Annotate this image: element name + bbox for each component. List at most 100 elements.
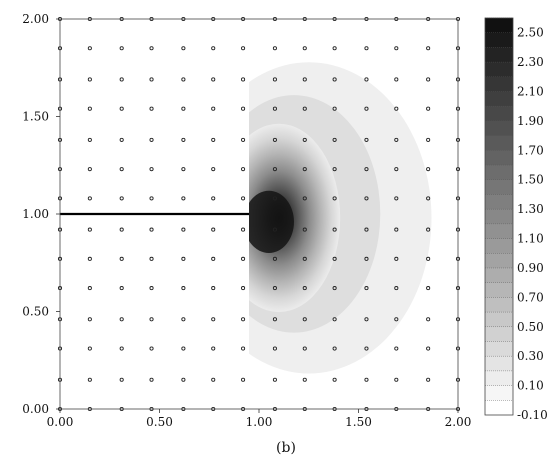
- grid-marker: [426, 106, 431, 111]
- grid-marker: [302, 137, 307, 142]
- colorbar-label: 1.10: [517, 232, 544, 246]
- grid-marker: [87, 346, 92, 351]
- grid-marker: [332, 137, 337, 142]
- colorbar-label: 0.10: [517, 379, 544, 393]
- grid-marker: [272, 227, 277, 232]
- grid-marker: [302, 317, 307, 322]
- colorbar-band: [485, 253, 513, 269]
- colorbar-band: [485, 297, 513, 313]
- grid-marker: [87, 256, 92, 261]
- colorbar-band: [485, 120, 513, 137]
- grid-marker: [181, 286, 186, 291]
- grid-marker: [364, 137, 369, 142]
- grid-marker: [87, 377, 92, 382]
- y-tick-label: 1.50: [22, 110, 49, 124]
- colorbar-label: 1.50: [517, 173, 544, 187]
- grid-marker: [394, 346, 399, 351]
- grid-marker: [211, 77, 216, 82]
- grid-marker: [364, 377, 369, 382]
- figure-caption: (b): [276, 440, 296, 456]
- grid-marker: [364, 256, 369, 261]
- grid-marker: [302, 286, 307, 291]
- grid-marker: [394, 317, 399, 322]
- grid-marker: [241, 227, 246, 232]
- grid-marker: [149, 317, 154, 322]
- grid-marker: [149, 196, 154, 201]
- grid-marker: [302, 346, 307, 351]
- grid-marker: [241, 137, 246, 142]
- grid-marker: [211, 137, 216, 142]
- grid-marker: [394, 77, 399, 82]
- grid-marker: [87, 286, 92, 291]
- grid-marker: [426, 227, 431, 232]
- grid-marker: [272, 377, 277, 382]
- grid-marker: [119, 137, 124, 142]
- grid-marker: [426, 286, 431, 291]
- colorbar-band: [485, 179, 513, 195]
- grid-marker: [302, 196, 307, 201]
- grid-marker: [119, 227, 124, 232]
- colorbar-label: -0.10: [517, 408, 548, 422]
- grid-marker: [426, 77, 431, 82]
- colorbar: 2.50 2.30 2.10 1.90 1.70 1.50 1.30 1.10 0.90 0.70…: [484, 17, 548, 422]
- grid-marker: [211, 377, 216, 382]
- grid-marker: [241, 167, 246, 172]
- y-tick-label: 0.50: [22, 305, 49, 319]
- grid-marker: [332, 346, 337, 351]
- y-tick-label: 2.00: [22, 12, 49, 26]
- grid-marker: [241, 317, 246, 322]
- grid-marker: [272, 286, 277, 291]
- grid-marker: [119, 77, 124, 82]
- colorbar-band: [485, 341, 513, 357]
- grid-marker: [211, 227, 216, 232]
- grid-marker: [332, 106, 337, 111]
- grid-marker: [332, 286, 337, 291]
- field-layer: [249, 62, 432, 374]
- grid-marker: [364, 167, 369, 172]
- colorbar-band: [485, 62, 513, 78]
- grid-marker: [272, 106, 277, 111]
- grid-marker: [181, 46, 186, 51]
- grid-marker: [119, 377, 124, 382]
- grid-marker: [426, 317, 431, 322]
- grid-marker: [87, 137, 92, 142]
- grid-marker: [364, 196, 369, 201]
- grid-marker: [149, 346, 154, 351]
- x-tick-label: 1.50: [345, 415, 372, 429]
- colorbar-band: [485, 400, 513, 416]
- grid-marker: [181, 167, 186, 172]
- grid-marker: [87, 317, 92, 322]
- grid-marker: [332, 77, 337, 82]
- y-tick-label: 0.00: [22, 402, 49, 416]
- colorbar-label: 0.50: [517, 320, 544, 334]
- grid-marker: [181, 106, 186, 111]
- grid-marker: [394, 137, 399, 142]
- colorbar-band: [485, 47, 513, 63]
- grid-marker: [364, 77, 369, 82]
- grid-marker: [119, 167, 124, 172]
- colorbar-band: [485, 106, 513, 122]
- grid-marker: [211, 286, 216, 291]
- colorbar-label: 2.50: [517, 26, 544, 40]
- colorbar-band: [485, 385, 513, 401]
- colorbar-band: [485, 91, 513, 107]
- colorbar-band: [485, 165, 513, 181]
- colorbar-label: 0.30: [517, 349, 544, 363]
- grid-marker: [302, 77, 307, 82]
- grid-marker: [149, 227, 154, 232]
- colorbar-band: [485, 135, 513, 151]
- grid-marker: [302, 227, 307, 232]
- grid-marker: [119, 106, 124, 111]
- colorbar-band: [485, 282, 513, 298]
- grid-marker: [364, 227, 369, 232]
- grid-marker: [332, 377, 337, 382]
- grid-marker: [181, 377, 186, 382]
- grid-marker: [302, 106, 307, 111]
- grid-marker: [87, 46, 92, 51]
- grid-marker: [241, 46, 246, 51]
- grid-marker: [241, 196, 246, 201]
- colorbar-band: [485, 32, 513, 48]
- grid-marker: [119, 286, 124, 291]
- grid-marker: [302, 377, 307, 382]
